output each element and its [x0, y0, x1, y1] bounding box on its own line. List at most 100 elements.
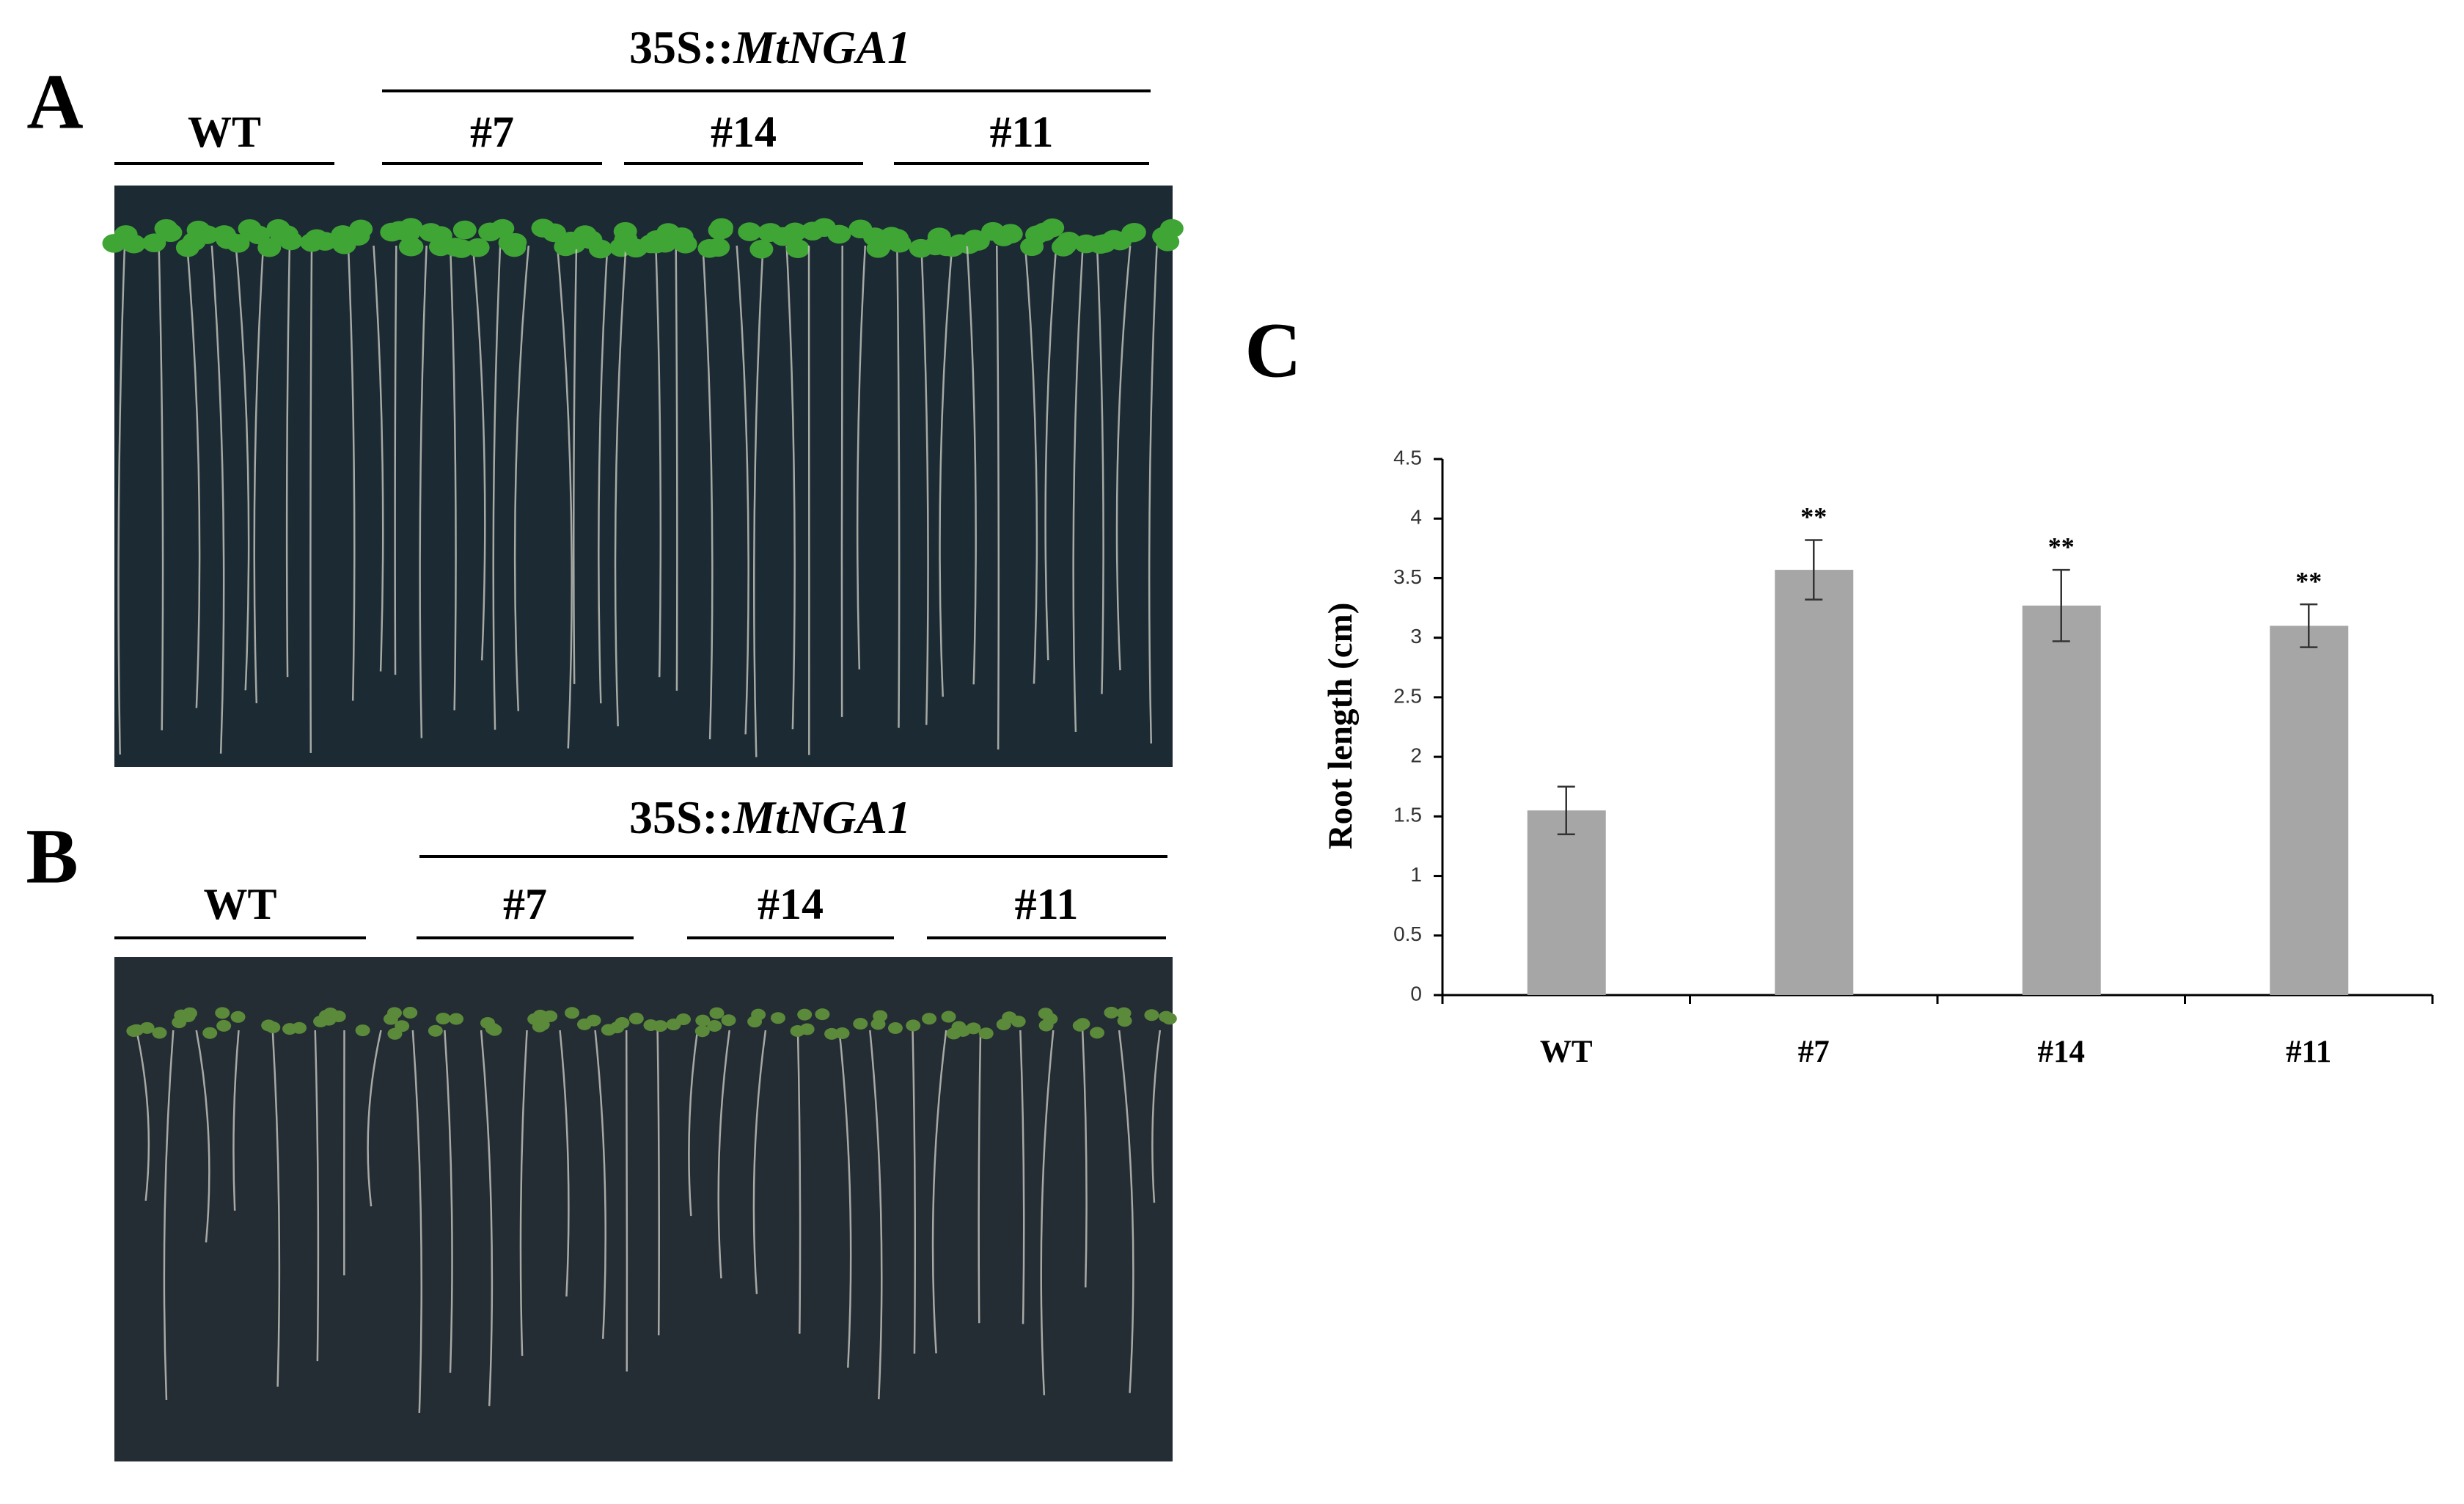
- leaf: [535, 1019, 550, 1031]
- leaf: [695, 1014, 711, 1027]
- root: [1148, 245, 1158, 744]
- leaf: [261, 1019, 276, 1032]
- root: [1151, 1030, 1162, 1203]
- leaf: [835, 1027, 850, 1040]
- leaf: [673, 235, 697, 254]
- leaf: [543, 1010, 558, 1022]
- root: [614, 245, 627, 727]
- y-axis-label: Root length (cm): [1321, 603, 1360, 850]
- leaf: [922, 1013, 937, 1025]
- root: [394, 245, 397, 675]
- leaf: [786, 239, 810, 259]
- x-tick-label: WT: [1540, 1035, 1593, 1069]
- root: [1044, 245, 1057, 661]
- root: [717, 1030, 730, 1279]
- leaf: [866, 239, 890, 258]
- leaf: [1104, 1006, 1119, 1019]
- leaf: [738, 222, 762, 241]
- y-tick-label: 2.5: [1393, 684, 1422, 707]
- significance: **: [2295, 566, 2322, 595]
- root: [840, 245, 843, 717]
- bar: [1775, 570, 1854, 995]
- root: [195, 1030, 210, 1243]
- leaf: [1090, 1027, 1105, 1039]
- leaf: [978, 1027, 994, 1040]
- root: [492, 245, 502, 730]
- leaf: [503, 232, 527, 252]
- root: [838, 1030, 852, 1368]
- group-label: #11: [990, 108, 1054, 156]
- leaf: [122, 234, 146, 254]
- root: [996, 245, 1000, 750]
- leaf: [491, 219, 515, 238]
- leaf: [573, 225, 597, 244]
- leaf: [694, 1025, 710, 1038]
- root: [688, 1030, 699, 1217]
- group-label: #14: [711, 108, 777, 156]
- root: [869, 1030, 883, 1400]
- y-tick-label: 0.5: [1393, 922, 1422, 945]
- leaf: [1072, 1019, 1088, 1032]
- leaf: [996, 1019, 1011, 1031]
- group-label: #11: [1015, 880, 1079, 928]
- leaf: [1038, 1008, 1053, 1020]
- root: [856, 245, 867, 670]
- leaf: [331, 1010, 346, 1023]
- root: [1040, 1030, 1055, 1395]
- leaf: [436, 1012, 451, 1024]
- root: [419, 245, 428, 738]
- bar: [1527, 810, 1606, 995]
- leaf: [398, 237, 422, 257]
- leaf: [142, 233, 166, 253]
- root: [594, 1030, 606, 1339]
- root: [572, 245, 578, 684]
- leaf: [428, 1024, 443, 1037]
- root: [752, 1030, 767, 1294]
- photo-b: [114, 957, 1173, 1461]
- root: [135, 1030, 150, 1201]
- root: [966, 245, 977, 685]
- construct-label: 35S::MtNGA1: [629, 791, 911, 843]
- group-label: WT: [203, 880, 276, 928]
- leaf: [781, 224, 805, 243]
- leaf: [815, 1008, 830, 1021]
- leaf: [187, 224, 211, 243]
- root: [1118, 1030, 1134, 1393]
- leaf: [697, 238, 722, 258]
- root: [752, 245, 764, 757]
- root: [235, 245, 250, 691]
- leaf: [216, 230, 240, 249]
- root: [556, 245, 573, 749]
- leaf: [966, 1022, 981, 1035]
- root: [285, 245, 291, 678]
- leaf: [428, 226, 452, 246]
- group-label: WT: [188, 108, 261, 156]
- leaf: [887, 233, 912, 253]
- leaf: [126, 1024, 142, 1037]
- leaf: [853, 1018, 868, 1030]
- root: [736, 245, 749, 735]
- leaf: [628, 1012, 644, 1024]
- leaf: [1156, 232, 1180, 252]
- root: [232, 1030, 240, 1211]
- root: [656, 1030, 660, 1336]
- root: [1019, 1030, 1025, 1324]
- root: [1024, 245, 1038, 684]
- leaf: [216, 1019, 232, 1032]
- root: [271, 1030, 281, 1387]
- leaf: [450, 239, 474, 258]
- group-label: #14: [758, 880, 824, 928]
- y-tick-label: 3.5: [1393, 565, 1422, 588]
- root: [896, 245, 901, 728]
- significance: **: [1800, 502, 1827, 532]
- root: [117, 245, 126, 755]
- root: [920, 245, 929, 725]
- leaf: [588, 239, 612, 259]
- root: [931, 1030, 947, 1354]
- panel-label: C: [1244, 308, 1301, 395]
- construct-gene: MtNGA1: [733, 21, 911, 73]
- panel-label: B: [26, 814, 78, 900]
- leaf: [1032, 222, 1056, 242]
- leaf: [758, 223, 782, 242]
- x-tick-label: #7: [1798, 1035, 1830, 1069]
